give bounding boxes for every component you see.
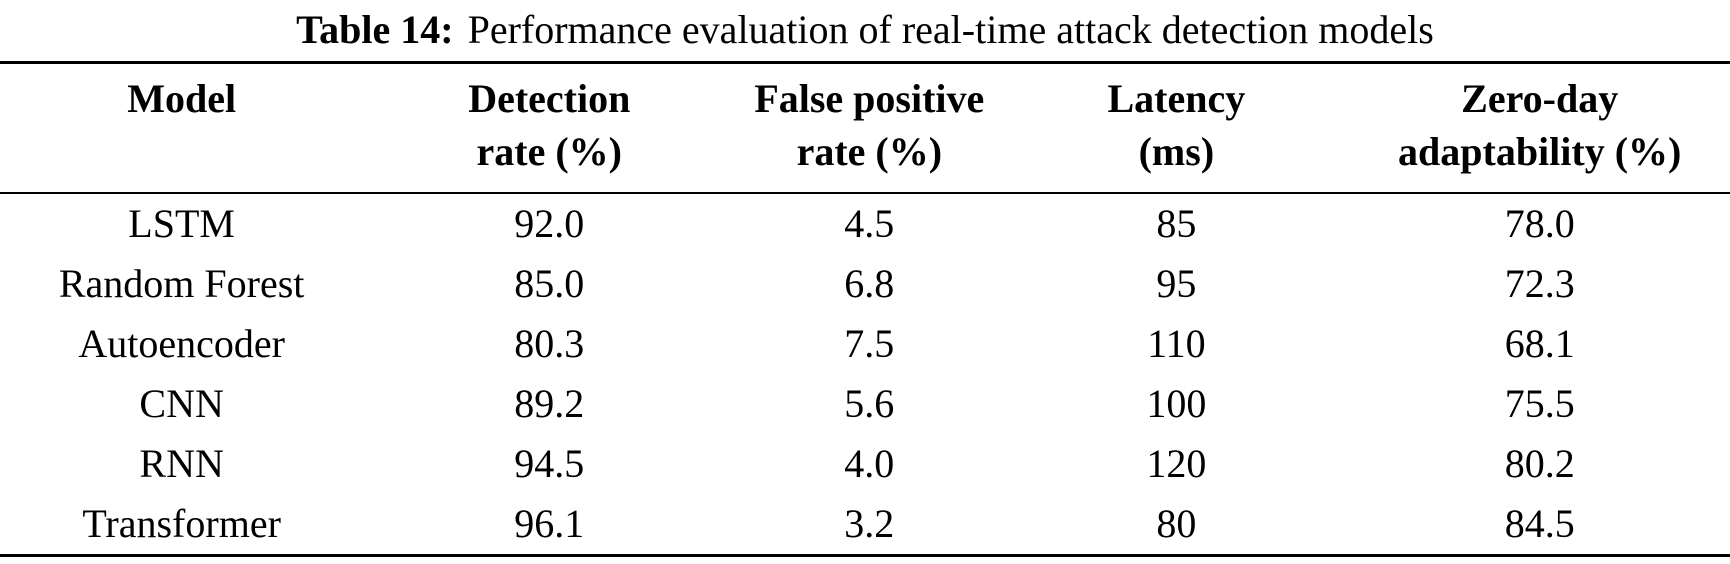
cell-model: Autoencoder [78, 321, 285, 366]
header-line: (ms) [1138, 129, 1215, 174]
cell-zero-day-adaptability: 84.5 [1504, 501, 1575, 546]
cell-zero-day-adaptability: 75.5 [1504, 381, 1575, 426]
cell-latency: 80 [1156, 501, 1197, 546]
table-caption-text: Performance evaluation of real-time atta… [467, 7, 1434, 52]
table-row: RNN 94.5 4.0 120 80.2 [0, 434, 1730, 494]
table-body: LSTM 92.0 4.5 85 78.0 Random Forest 85.0… [0, 193, 1730, 556]
cell-false-positive-rate: 5.6 [844, 381, 895, 426]
cell-model: RNN [139, 441, 224, 486]
column-header-false-positive-rate: False positive rate (%) [735, 62, 1004, 194]
header-line: Detection [468, 76, 631, 121]
header-line: rate (%) [796, 129, 943, 174]
table-caption-label: Table 14: [296, 7, 454, 52]
cell-model: Transformer [82, 501, 281, 546]
cell-latency: 95 [1156, 261, 1197, 306]
header-line: rate (%) [476, 129, 622, 174]
cell-model: CNN [139, 381, 224, 426]
column-header-model: Model [0, 62, 364, 194]
cell-false-positive-rate: 4.5 [844, 201, 895, 246]
cell-detection-rate: 80.3 [514, 321, 585, 366]
cell-false-positive-rate: 7.5 [844, 321, 895, 366]
header-line: adaptability (%) [1398, 129, 1682, 174]
cell-detection-rate: 92.0 [514, 201, 585, 246]
cell-false-positive-rate: 4.0 [844, 441, 895, 486]
cell-zero-day-adaptability: 72.3 [1504, 261, 1575, 306]
table-row: Transformer 96.1 3.2 80 84.5 [0, 494, 1730, 556]
table-row: CNN 89.2 5.6 100 75.5 [0, 374, 1730, 434]
header-line: Zero-day [1461, 76, 1619, 121]
column-header-zero-day-adaptability: Zero-day adaptability (%) [1349, 62, 1730, 194]
cell-zero-day-adaptability: 80.2 [1504, 441, 1575, 486]
header-line: False positive [754, 76, 985, 121]
cell-detection-rate: 96.1 [514, 501, 585, 546]
table-row: Autoencoder 80.3 7.5 110 68.1 [0, 314, 1730, 374]
header-line: Latency [1107, 76, 1246, 121]
header-row: Model Detection rate (%) False positive … [0, 62, 1730, 194]
cell-false-positive-rate: 3.2 [844, 501, 895, 546]
table-caption: Table 14: Performance evaluation of real-… [0, 0, 1730, 61]
header-line: Model [127, 76, 237, 121]
cell-detection-rate: 85.0 [514, 261, 585, 306]
table-row: LSTM 92.0 4.5 85 78.0 [0, 193, 1730, 254]
table-row: Random Forest 85.0 6.8 95 72.3 [0, 254, 1730, 314]
results-table: Model Detection rate (%) False positive … [0, 61, 1730, 557]
cell-detection-rate: 94.5 [514, 441, 585, 486]
table-header: Model Detection rate (%) False positive … [0, 62, 1730, 194]
cell-model: LSTM [128, 201, 235, 246]
cell-detection-rate: 89.2 [514, 381, 585, 426]
cell-zero-day-adaptability: 78.0 [1504, 201, 1575, 246]
cell-model: Random Forest [58, 261, 305, 306]
cell-false-positive-rate: 6.8 [844, 261, 895, 306]
cell-latency: 85 [1156, 201, 1197, 246]
cell-latency: 120 [1146, 441, 1207, 486]
cell-latency: 100 [1146, 381, 1207, 426]
cell-latency: 110 [1147, 321, 1206, 366]
column-header-latency: Latency (ms) [1003, 62, 1350, 194]
column-header-detection-rate: Detection rate (%) [363, 62, 736, 194]
cell-zero-day-adaptability: 68.1 [1504, 321, 1575, 366]
